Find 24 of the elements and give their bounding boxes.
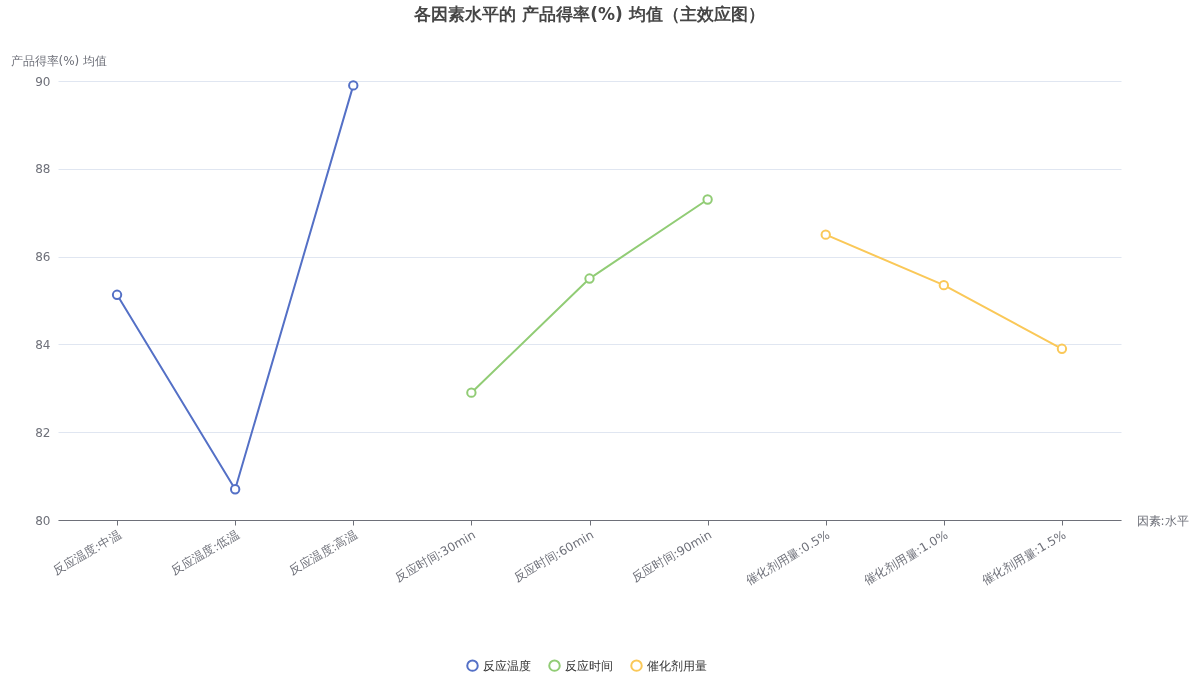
legend-label: 反应时间 (565, 658, 613, 673)
y-tick-label: 82 (35, 425, 51, 440)
y-tick-label: 84 (35, 337, 51, 352)
x-axis-title: 因素:水平 (1136, 513, 1189, 528)
legend-label: 催化剂用量 (647, 658, 707, 673)
legend-label: 反应温度 (483, 658, 531, 673)
y-axis-title: 产品得率(%) 均值 (10, 53, 108, 68)
x-tick-label: 反应温度:低温 (168, 527, 242, 578)
x-tick-label: 反应温度:高温 (286, 527, 360, 578)
point (820, 229, 831, 240)
point (229, 484, 241, 495)
point (584, 273, 595, 284)
y-tick-label: 86 (35, 250, 51, 265)
point (348, 80, 359, 91)
y-tick-label: 88 (35, 162, 51, 177)
point (111, 289, 123, 300)
point (702, 194, 713, 205)
chart-title: 各因素水平的 产品得率(%) 均值（主效应图） (413, 4, 765, 24)
point (1056, 343, 1068, 354)
point (466, 387, 477, 398)
y-tick-label: 90 (35, 74, 51, 89)
x-tick-label: 反应温度:中温 (50, 527, 124, 578)
point (938, 279, 950, 291)
y-tick-label: 80 (35, 513, 51, 528)
